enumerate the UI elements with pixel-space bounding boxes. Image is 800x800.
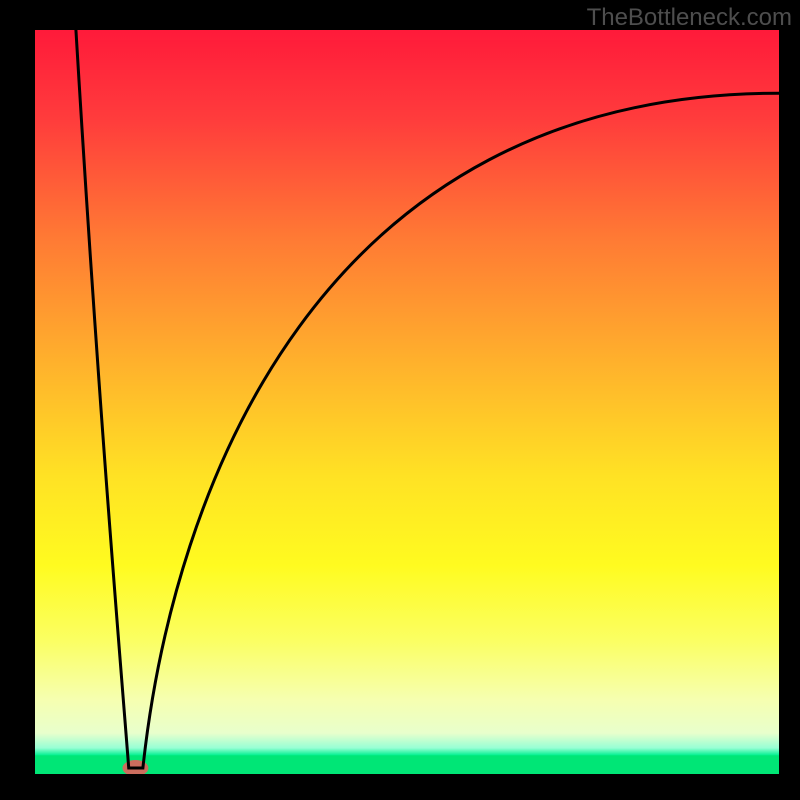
plot-area: [35, 30, 779, 774]
gradient-background: [35, 30, 779, 774]
figure-container: TheBottleneck.com: [0, 0, 800, 800]
watermark-text: TheBottleneck.com: [587, 4, 792, 32]
plot-svg: [35, 30, 779, 774]
